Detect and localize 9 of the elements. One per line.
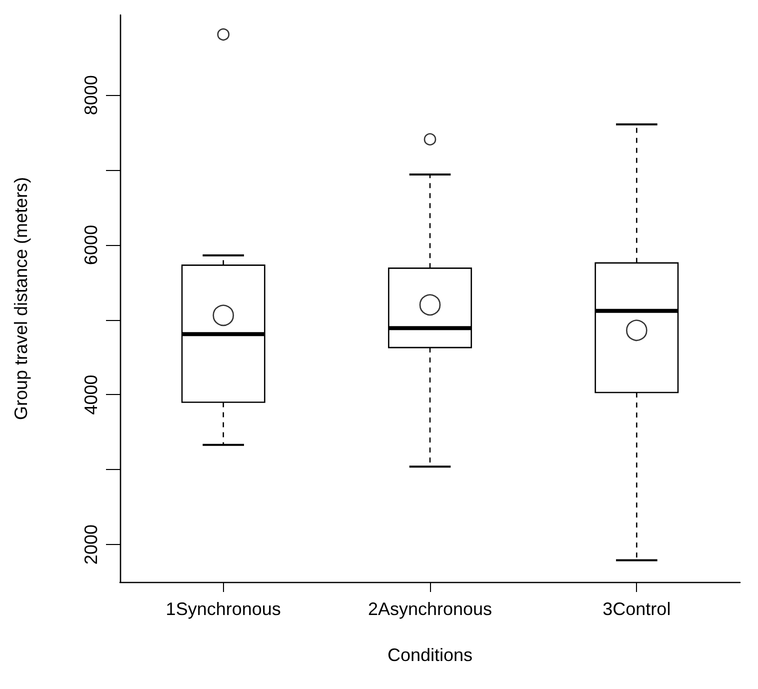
x-tick-label: 3Control (602, 599, 671, 619)
x-tick-label: 1Synchronous (166, 599, 281, 619)
y-axis-title: Group travel distance (meters) (11, 176, 31, 420)
x-tick-label: 2Asynchronous (368, 599, 492, 619)
y-tick-label: 4000 (81, 374, 101, 415)
x-axis-title: Conditions (387, 645, 473, 665)
y-tick-label: 6000 (81, 224, 101, 265)
y-tick-label: 8000 (81, 75, 101, 116)
y-tick-label: 2000 (81, 524, 101, 565)
